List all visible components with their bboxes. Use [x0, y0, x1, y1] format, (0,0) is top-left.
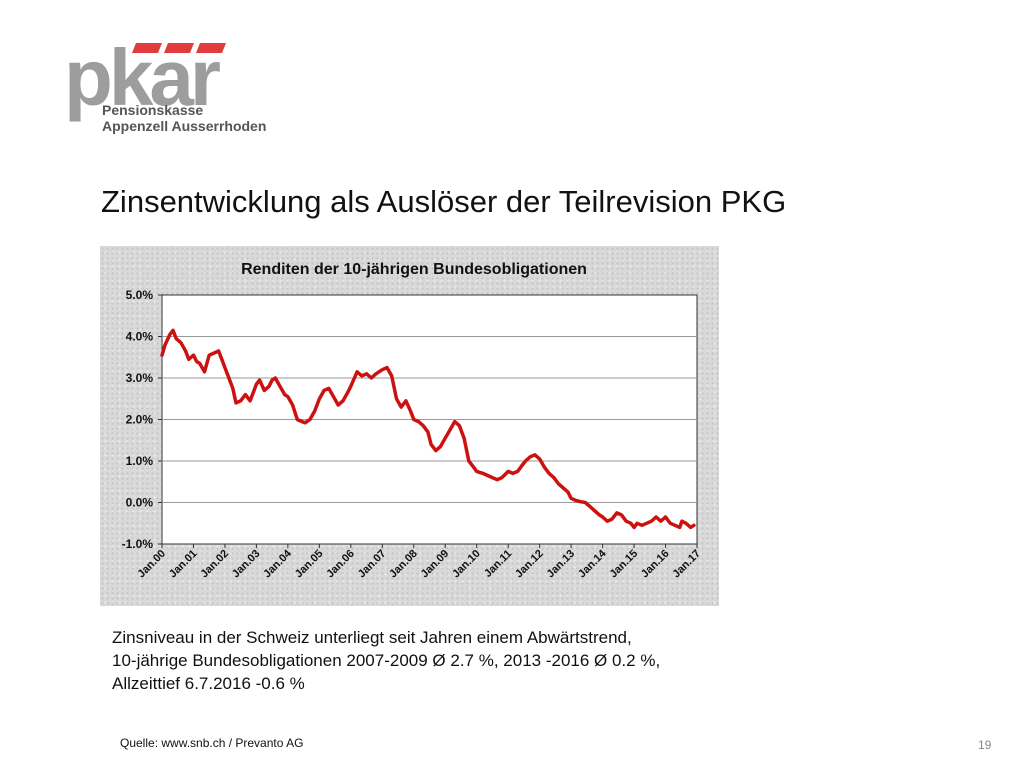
source-note: Quelle: www.snb.ch / Prevanto AG [120, 736, 304, 750]
x-tick-label: Jan.06 [324, 548, 357, 581]
y-tick-label: -1.0% [122, 537, 154, 551]
y-tick-label: 0.0% [126, 496, 154, 510]
body-line-2: 10-jährige Bundesobligationen 2007-2009 … [112, 651, 661, 670]
x-axis-ticks: Jan.00Jan.01Jan.02Jan.03Jan.04Jan.05Jan.… [135, 544, 703, 580]
x-tick-label: Jan.10 [450, 548, 483, 581]
y-tick-label: 4.0% [126, 330, 154, 344]
body-line-1: Zinsniveau in der Schweiz unterliegt sei… [112, 628, 632, 647]
body-line-3: Allzeittief 6.7.2016 -0.6 % [112, 674, 305, 693]
body-text: Zinsniveau in der Schweiz unterliegt sei… [112, 626, 660, 695]
y-tick-label: 5.0% [126, 288, 154, 302]
x-tick-label: Jan.08 [387, 548, 420, 581]
y-tick-label: 1.0% [126, 454, 154, 468]
slide-title: Zinsentwicklung als Auslöser der Teilrev… [101, 184, 787, 219]
logo-line2: Appenzell Ausserrhoden [102, 118, 267, 134]
x-tick-label: Jan.01 [167, 548, 200, 581]
x-tick-label: Jan.11 [482, 548, 514, 580]
x-tick-label: Jan.16 [639, 548, 672, 581]
x-tick-label: Jan.07 [356, 548, 389, 581]
chart-title: Renditen der 10-jährigen Bundesobligatio… [241, 261, 587, 278]
logo-stripes [132, 43, 226, 53]
chart-panel: Renditen der 10-jährigen Bundesobligatio… [100, 246, 719, 606]
x-tick-label: Jan.17 [670, 548, 703, 581]
y-tick-label: 2.0% [126, 413, 154, 427]
x-tick-label: Jan.03 [230, 548, 263, 581]
logo: pkar Pensionskasse Appenzell Ausserrhode… [60, 38, 290, 138]
y-tick-label: 3.0% [126, 371, 154, 385]
x-tick-label: Jan.05 [293, 548, 326, 581]
x-tick-label: Jan.02 [198, 548, 231, 581]
chart-svg: Renditen der 10-jährigen Bundesobligatio… [122, 261, 703, 580]
x-tick-label: Jan.12 [513, 548, 546, 581]
x-tick-label: Jan.14 [576, 547, 609, 580]
grid-lines [162, 336, 697, 503]
series-line [160, 328, 696, 530]
x-tick-label: Jan.04 [261, 547, 294, 580]
x-tick-label: Jan.00 [135, 548, 168, 581]
x-tick-label: Jan.13 [545, 548, 578, 581]
logo-line1: Pensionskasse [102, 102, 204, 118]
y-axis-ticks: 5.0% 4.0% 3.0% 2.0% 1.0% 0.0% -1.0% [122, 288, 162, 551]
x-tick-label: Jan.09 [419, 548, 452, 581]
page-number: 19 [978, 738, 992, 752]
x-tick-label: Jan.15 [607, 548, 640, 581]
